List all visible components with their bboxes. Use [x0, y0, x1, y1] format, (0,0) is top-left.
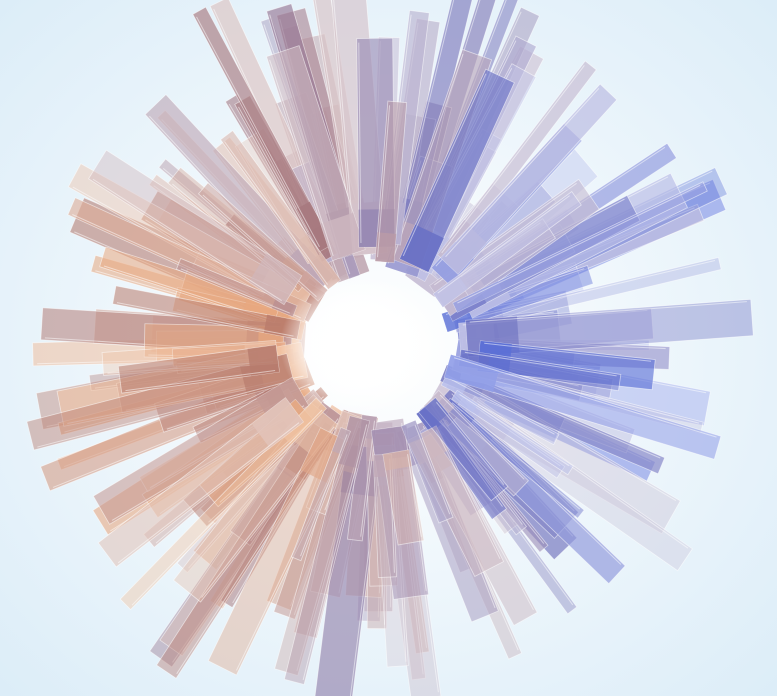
glass-block [452, 181, 708, 313]
glass-block [192, 6, 334, 253]
glass-block [290, 427, 351, 562]
glass-block [382, 449, 425, 546]
glass-block [266, 45, 366, 261]
glass-block [88, 149, 303, 306]
center-glow [280, 275, 440, 415]
glass-block [374, 100, 408, 264]
glass-block [97, 397, 304, 568]
glass-blocks [26, 0, 754, 696]
glass-block [400, 419, 454, 524]
glass-block [283, 415, 371, 685]
glass-block [418, 397, 509, 502]
glass-block [117, 344, 280, 394]
glass-block [432, 190, 582, 308]
glass-block [440, 374, 560, 446]
glass-block [399, 68, 515, 273]
glass-block [443, 354, 722, 460]
glass-block [451, 389, 574, 476]
glass-block [440, 83, 618, 275]
